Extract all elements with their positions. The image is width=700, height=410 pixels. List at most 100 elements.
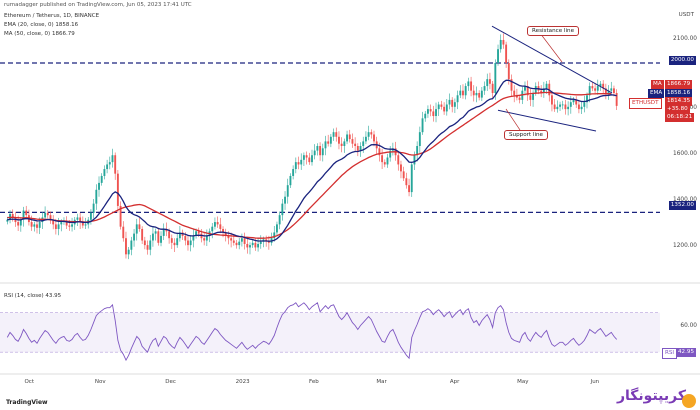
candle-body <box>604 88 607 93</box>
candle-body <box>302 155 305 160</box>
candle-body <box>57 224 60 229</box>
candle-body <box>30 222 33 227</box>
candle-body <box>278 215 281 225</box>
candle-body <box>89 212 92 220</box>
rsi-legend: RSI (14, close) 43.95 <box>4 293 62 299</box>
candle-body <box>46 212 49 216</box>
candle-body <box>610 88 613 91</box>
candle-body <box>284 196 286 204</box>
candle-body <box>203 238 206 241</box>
candle-body <box>176 238 179 246</box>
candle-body <box>184 235 187 241</box>
candle-body <box>324 141 327 149</box>
candle-body <box>494 63 497 93</box>
candle-body <box>162 228 165 236</box>
candle-body <box>54 224 57 229</box>
candle-body <box>402 171 405 179</box>
candle-body <box>114 155 117 174</box>
y-tick-label: 1600.00 <box>673 151 697 158</box>
candle-body <box>230 238 233 241</box>
candle-body <box>273 232 276 239</box>
candle-body <box>232 240 235 243</box>
candle-body <box>418 132 421 146</box>
ma50-line <box>7 91 612 239</box>
candle-body <box>143 240 146 246</box>
candle-body <box>160 235 162 243</box>
symbol-line: Ethereum / Tetherus, 1D, BINANCE <box>4 13 100 19</box>
candle-body <box>98 182 100 190</box>
x-tick-label: Dec <box>165 379 176 385</box>
candle-body <box>95 189 98 204</box>
candle-body <box>569 102 572 107</box>
candle-body <box>413 155 416 165</box>
candle-body <box>615 92 618 106</box>
candle-body <box>480 90 483 98</box>
candle-body <box>453 102 456 107</box>
support-trendline <box>497 109 597 132</box>
ema20-line <box>7 79 617 242</box>
candle-body <box>17 222 20 226</box>
rsi-level-label: 60.00 <box>680 323 697 329</box>
candle-body <box>335 132 338 137</box>
candle-body <box>497 49 499 64</box>
candle-body <box>586 95 588 103</box>
candle-body <box>173 242 176 246</box>
candle-body <box>189 240 192 246</box>
last-time-tag: 06:18:21 <box>665 113 695 122</box>
candle-body <box>572 99 575 103</box>
candle-body <box>165 228 168 232</box>
candle-body <box>6 219 9 222</box>
candle-body <box>370 132 373 135</box>
level-2000-tag: 2000.00 <box>668 56 696 65</box>
candle-body <box>491 83 494 93</box>
ma-tag-label: MA <box>651 80 664 89</box>
resistance-callout: Resistance line <box>527 26 580 36</box>
candle-body <box>36 224 38 228</box>
candle-body <box>386 157 389 165</box>
candle-body <box>222 228 224 233</box>
candle-body <box>71 224 73 227</box>
candle-body <box>575 99 578 105</box>
candle-body <box>316 146 319 151</box>
candle-body <box>340 143 343 146</box>
candle-body <box>146 245 149 250</box>
candle-body <box>462 90 464 96</box>
candle-body <box>168 231 171 239</box>
candle-body <box>84 224 87 226</box>
rsi-line <box>6 302 618 362</box>
candle-body <box>426 109 429 114</box>
resistance-callout-arrow <box>539 32 563 63</box>
candle-body <box>338 136 340 144</box>
candle-body <box>397 155 400 165</box>
candle-body <box>25 210 28 216</box>
candle-body <box>305 155 308 158</box>
ema-tag-value: 1858.16 <box>665 89 693 98</box>
candle-body <box>276 224 278 233</box>
candle-body <box>294 162 297 170</box>
rsi-tag-label: RSI <box>662 348 678 359</box>
candle-body <box>556 106 559 110</box>
candle-body <box>351 139 354 144</box>
candle-body <box>553 104 556 110</box>
candle-body <box>122 226 125 239</box>
candle-body <box>443 106 446 112</box>
last-change-tag: +35.80 <box>665 105 690 114</box>
candle-body <box>596 86 599 91</box>
candle-body <box>286 185 289 197</box>
candle-body <box>451 99 454 107</box>
candle-body <box>213 222 216 227</box>
x-tick-label: May <box>517 379 529 385</box>
candle-body <box>588 86 591 96</box>
candle-body <box>432 111 435 117</box>
x-tick-label: Jun <box>590 379 600 385</box>
candle-body <box>141 228 144 241</box>
candle-body <box>486 79 489 87</box>
candle-body <box>540 90 543 93</box>
candle-body <box>478 92 481 98</box>
candle-body <box>354 143 357 146</box>
candle-body <box>559 104 561 107</box>
candle-body <box>607 90 610 93</box>
candle-body <box>281 203 284 216</box>
candle-body <box>464 86 467 96</box>
